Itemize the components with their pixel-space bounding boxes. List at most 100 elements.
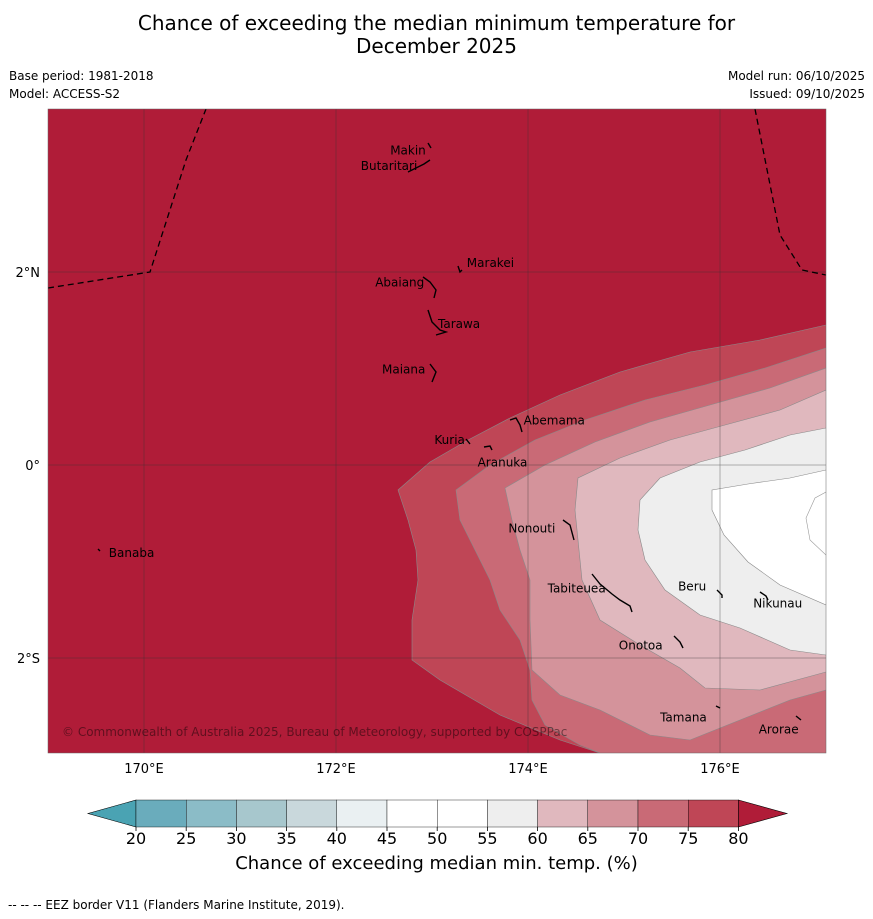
base-period: Base period: 1981-2018 (9, 69, 154, 83)
colorbar-segment (537, 799, 588, 828)
lon-label: 170°E (124, 762, 164, 777)
footer-eez-note: -- -- -- EEZ border V11 (Flanders Marine… (8, 898, 345, 912)
colorbar-tick-label: 50 (427, 829, 447, 848)
colorbar-tick-label: 20 (126, 829, 146, 848)
island-shape-nikunau (759, 591, 769, 601)
colorbar-tick-label: 30 (226, 829, 246, 848)
colorbar-segment (336, 799, 388, 828)
eez-borders (48, 109, 826, 289)
island-label: Nikunau (753, 596, 802, 610)
contour-line-50 (711, 469, 826, 606)
colorbar-segment (587, 799, 639, 828)
colorbar-segment (437, 799, 488, 828)
copyright-text: © Commonwealth of Australia 2025, Bureau… (62, 725, 567, 739)
colorbar-label: Chance of exceeding median min. temp. (%… (235, 853, 638, 874)
lon-label: 176°E (700, 762, 740, 777)
island-label: Beru (678, 579, 706, 593)
model-name: Model: ACCESS-S2 (9, 87, 121, 101)
contour-line-60 (574, 389, 826, 691)
island-shape-beru (716, 589, 723, 598)
island-outlines (97, 142, 802, 721)
colorbar-tick-label: 65 (578, 829, 598, 848)
island-shape-banaba (97, 548, 101, 552)
meta-left: Base period: 1981-2018 Model: ACCESS-S2 (9, 67, 154, 103)
island-shape-abemama (509, 417, 523, 433)
colorbar-segment (185, 799, 237, 828)
lat-label: 2°S (17, 652, 40, 667)
contour-line-75 (397, 324, 826, 753)
island-label: Tarawa (437, 317, 480, 331)
island-shape-tamana (715, 705, 721, 709)
contour-line-55 (637, 427, 826, 656)
lon-tick-labels: 170°E 172°E 174°E 176°E (124, 762, 740, 777)
island-label: Butaritari (361, 159, 418, 173)
island-label: Nonouti (508, 522, 555, 536)
island-label: Banaba (109, 546, 155, 560)
island-label: Tabiteuea (547, 581, 606, 595)
title-line-2: December 2025 (356, 34, 517, 58)
colorbar-tick-label: 75 (678, 829, 698, 848)
lat-tick-labels: 2°N 0° 2°S (16, 266, 41, 667)
map-title: Chance of exceeding the median minimum t… (0, 12, 873, 58)
island-shape-makin (427, 142, 432, 149)
colorbar-segment (236, 799, 287, 828)
contour-line-70 (455, 347, 826, 753)
island-label: Arorae (759, 723, 799, 737)
colorbar-segment (386, 799, 438, 828)
map-frame (47, 108, 827, 754)
island-label: Maiana (382, 362, 425, 376)
island-label: Tamana (659, 710, 707, 724)
title-line-1: Chance of exceeding the median minimum t… (137, 11, 736, 35)
eez-border-east (754, 109, 826, 276)
colorbar-tick-label: 80 (728, 829, 748, 848)
island-shape-tarawa (427, 309, 449, 336)
field-50 (712, 470, 826, 605)
eez-border-west (48, 109, 207, 289)
contour-lines (397, 324, 826, 753)
island-label: Abemama (524, 413, 585, 427)
island-label: Abaiang (375, 275, 424, 289)
map-field (48, 109, 826, 753)
colorbar-tick-label: 70 (628, 829, 648, 848)
colorbar-segment (688, 799, 739, 828)
colorbar-tick-label: 45 (377, 829, 397, 848)
colorbar-segment (487, 799, 538, 828)
colorbar-tick-label: 35 (276, 829, 296, 848)
meta-right: Model run: 06/10/2025 Issued: 09/10/2025 (728, 67, 865, 103)
colorbar-segment (135, 799, 187, 828)
island-shape-aranuka (483, 445, 493, 451)
colorbar-under-triangle (86, 799, 137, 828)
island-label: Makin (390, 144, 426, 158)
colorbar-tick-label: 25 (176, 829, 196, 848)
island-shape-kuria (465, 438, 471, 445)
island-shape-butaritari (407, 159, 431, 173)
issued-date: Issued: 09/10/2025 (749, 87, 865, 101)
colorbar-tick-label: 60 (527, 829, 547, 848)
colorbar-tick-label: 55 (477, 829, 497, 848)
island-shape-tabiteuea (591, 573, 633, 613)
colorbar-segment (286, 799, 338, 828)
model-run: Model run: 06/10/2025 (727, 69, 865, 83)
colorbar: 20 25 30 35 40 45 50 55 60 65 70 75 80 (86, 799, 789, 848)
lon-label: 172°E (316, 762, 356, 777)
contour-line-65 (504, 367, 826, 741)
gridlines (48, 109, 826, 753)
colorbar-segment (637, 799, 689, 828)
island-label: Aranuka (478, 456, 528, 470)
island-shape-nonouti (562, 519, 575, 541)
island-shape-maiana (429, 363, 437, 383)
island-label: Onotoa (619, 639, 663, 653)
island-label: Marakei (467, 256, 514, 270)
lat-label: 0° (25, 459, 40, 474)
island-shape-onotoa (673, 635, 684, 649)
island-label: Kuria (434, 433, 465, 447)
island-shape-abaiang (422, 276, 437, 299)
lat-label: 2°N (16, 266, 41, 281)
field-45-contour (805, 491, 826, 556)
island-shape-arorae (795, 715, 802, 721)
lon-label: 174°E (508, 762, 548, 777)
colorbar-tick-label: 40 (327, 829, 347, 848)
colorbar-over-triangle (738, 799, 789, 828)
